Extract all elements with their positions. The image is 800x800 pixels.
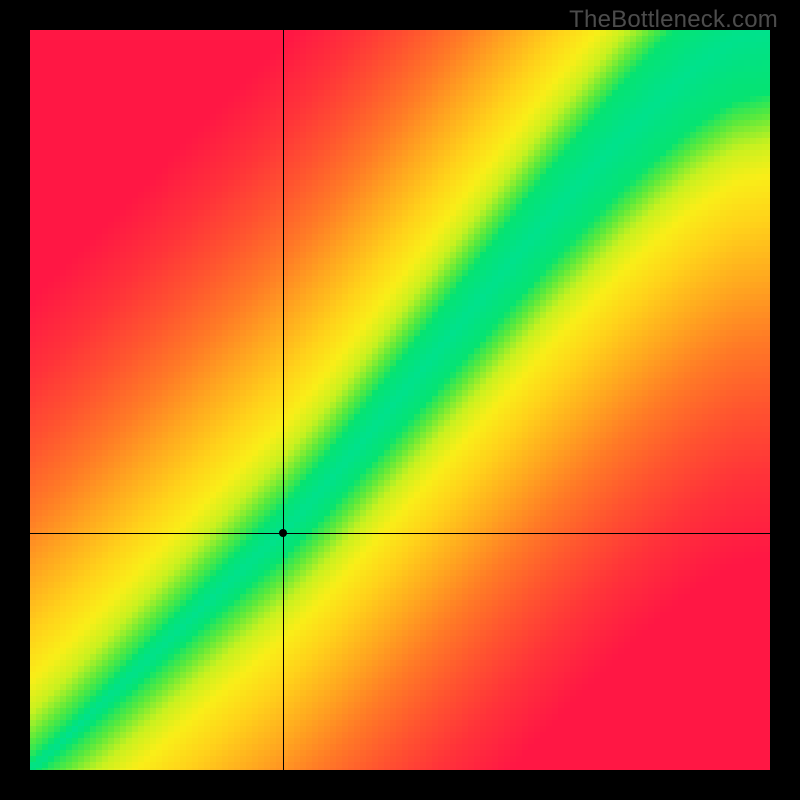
crosshair-vertical-line bbox=[283, 30, 284, 770]
heatmap-canvas bbox=[30, 30, 770, 770]
heatmap-plot-area bbox=[30, 30, 770, 770]
heatmap-outer-frame bbox=[0, 0, 800, 800]
crosshair-horizontal-line bbox=[30, 533, 770, 534]
watermark-text: TheBottleneck.com bbox=[569, 6, 778, 34]
crosshair-marker-dot bbox=[279, 529, 287, 537]
